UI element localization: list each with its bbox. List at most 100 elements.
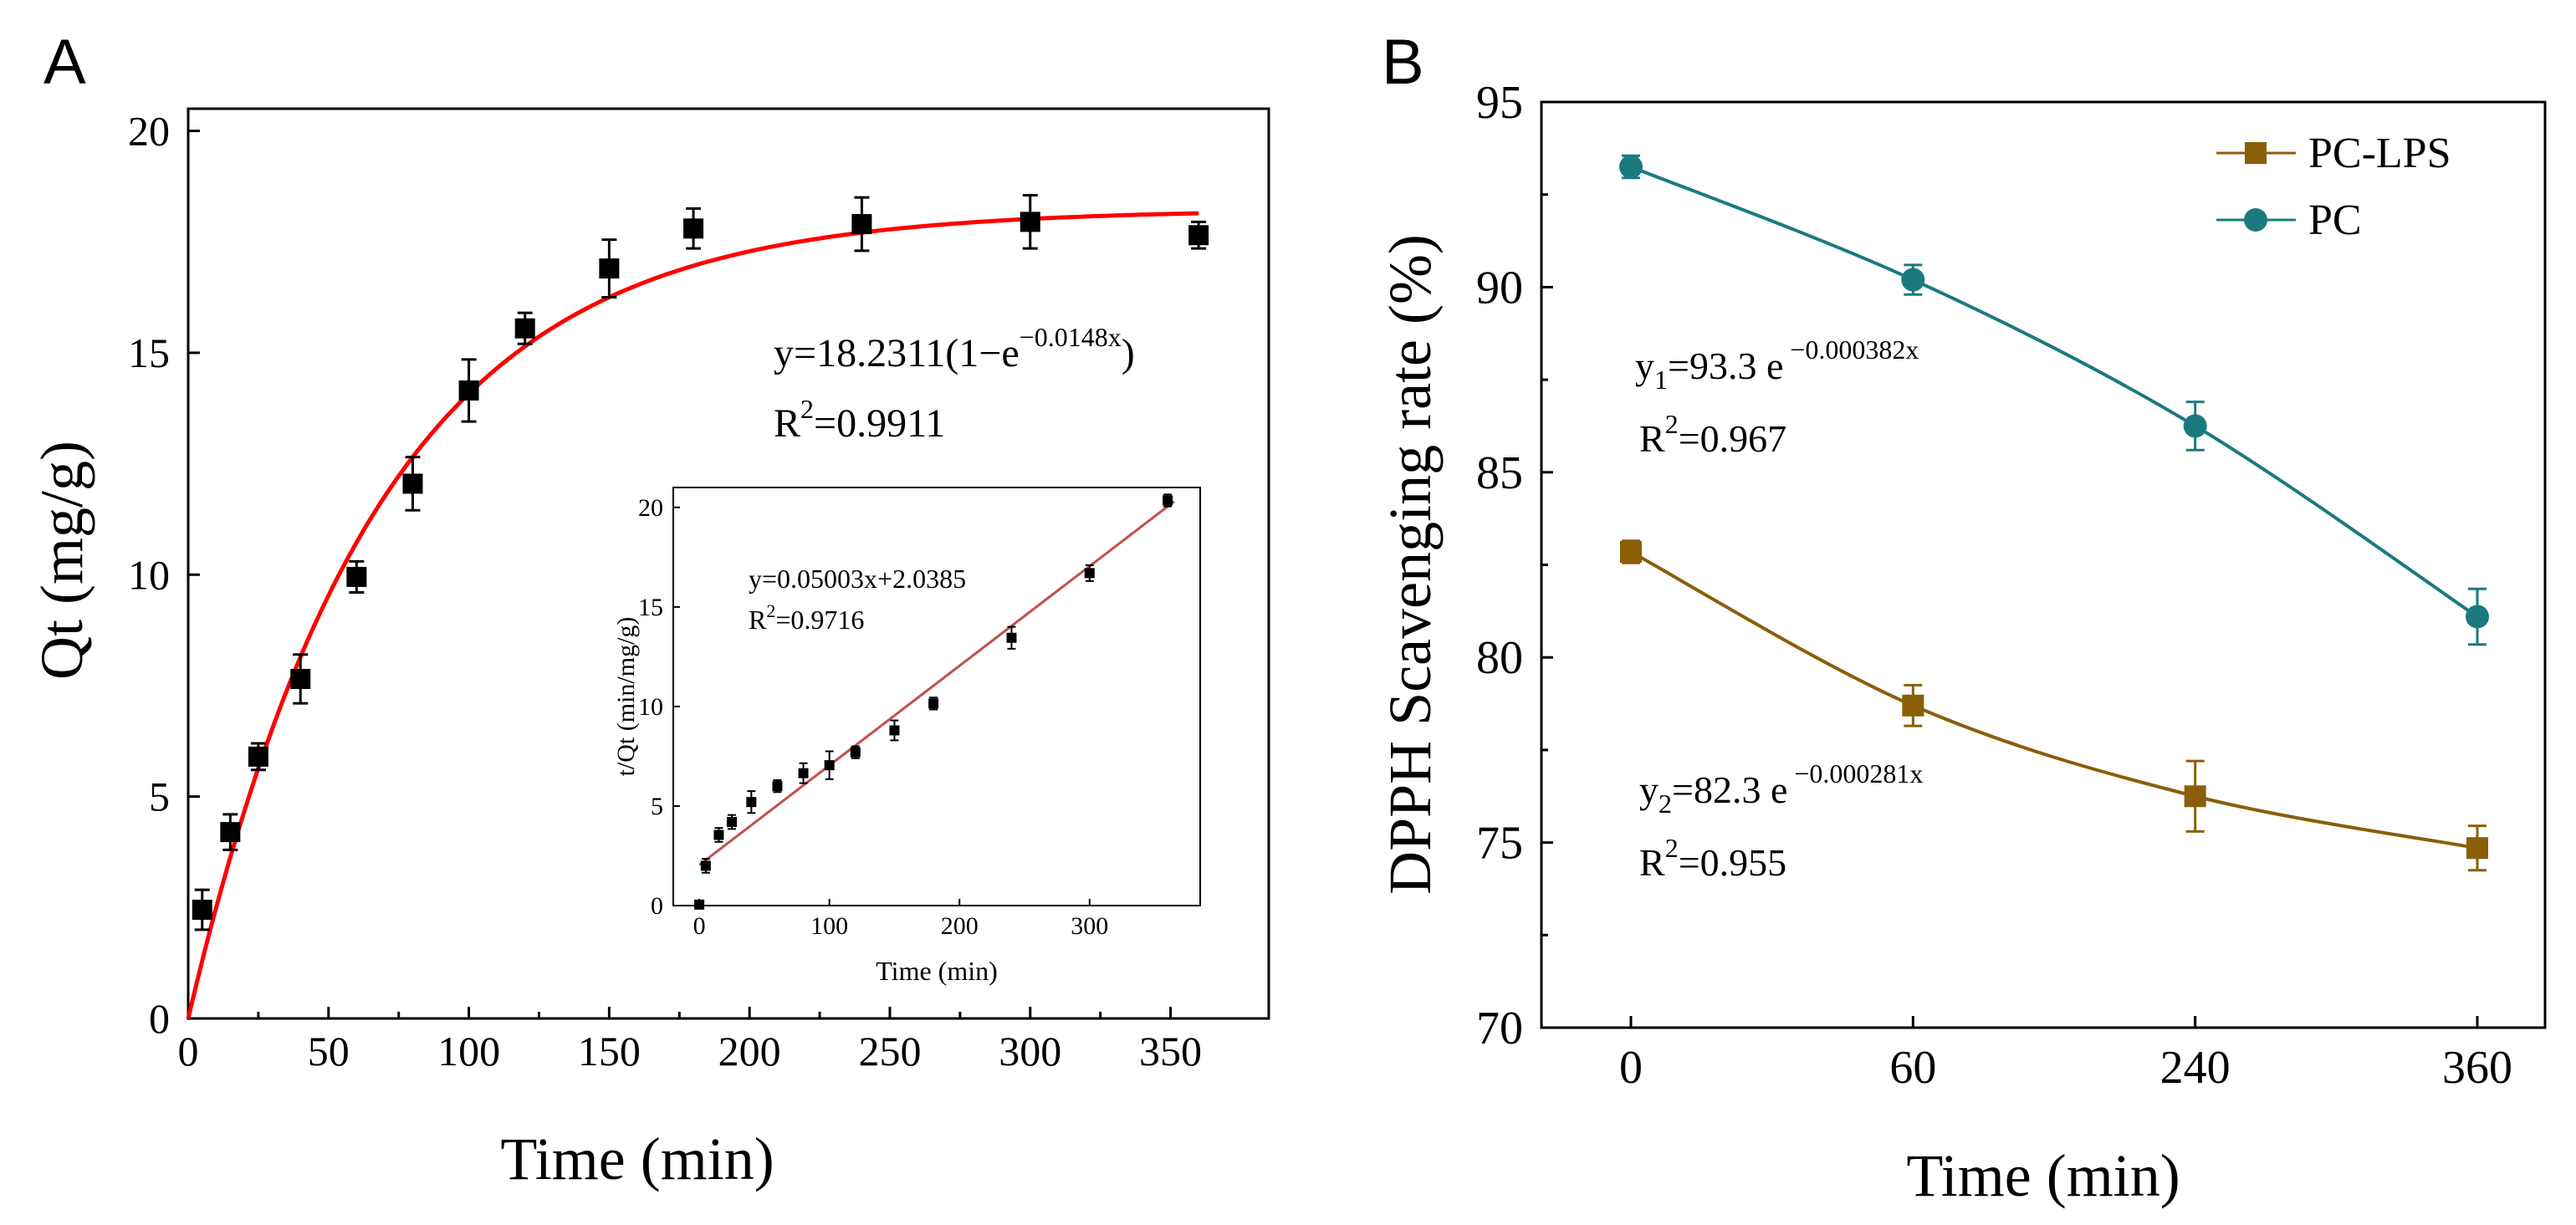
chart-b-frame — [1540, 100, 2547, 1029]
chart-a-equation: y=18.2311(1−e−0.0148x) — [774, 322, 1135, 375]
chart-a-point — [220, 822, 241, 843]
chart-a-xtick-label: 250 — [858, 1028, 921, 1074]
chart-a-point — [851, 213, 872, 234]
legend-label-pc: PC — [2308, 197, 2362, 244]
chart-a-xtick-label: 100 — [437, 1028, 500, 1074]
inset-point — [700, 860, 711, 871]
inset-r2: R2=0.9716 — [749, 600, 864, 635]
chart-b-line-pc-lps — [1630, 550, 2478, 850]
chart-b-ytick-label: 95 — [1476, 77, 1523, 129]
chart-a-equation-exponent: −0.0148x — [1020, 322, 1122, 352]
chart-b-r2-2: R2=0.955 — [1639, 833, 1786, 884]
chart-b-xtick-label: 240 — [2160, 1042, 2231, 1094]
chart-b-points — [1619, 154, 2489, 872]
chart-b-ylabel: DPPH Scavenging rate (%) — [1377, 234, 1444, 895]
chart-b-ticks: 0 60 240 360 70 75 80 85 90 95 — [1476, 77, 2512, 1094]
inset-point — [772, 781, 783, 792]
inset-ytick-label: 20 — [638, 494, 663, 522]
inset-xlabel: Time (min) — [876, 956, 998, 986]
chart-a-ytick-label: 5 — [149, 773, 170, 820]
chart-a-point — [192, 899, 212, 920]
chart-a-point — [402, 473, 423, 494]
chart-b-ytick-label: 90 — [1476, 262, 1523, 314]
chart-a-point — [346, 566, 367, 587]
inset-point — [1006, 632, 1017, 643]
chart-b-eq2: y2=82.3 e −0.000281x — [1639, 758, 1923, 819]
chart-b-xtick-label: 0 — [1619, 1042, 1643, 1094]
chart-a-ytick-label: 0 — [149, 995, 170, 1042]
chart-b-point-pc-lps — [1620, 541, 1642, 564]
chart-b-eq1: y1=93.3 e −0.000382x — [1635, 334, 1919, 395]
chart-a-point — [683, 218, 704, 239]
chart-a-point — [514, 318, 535, 339]
chart-a-point — [1020, 212, 1040, 232]
chart-a-ytick-label: 10 — [128, 551, 170, 598]
chart-b-point-pc-lps — [1902, 694, 1924, 717]
chart-a-points — [192, 193, 1209, 932]
inset-xtick-label: 200 — [941, 912, 979, 940]
inset-equation: y=0.05003x+2.0385 — [749, 564, 966, 594]
chart-a-xlabel: Time (min) — [500, 1125, 774, 1192]
chart-a-point — [458, 380, 479, 401]
chart-a-xtick-label: 200 — [718, 1028, 781, 1074]
chart-a-point — [290, 668, 311, 689]
inset-point — [824, 760, 835, 771]
inset-ytick-label: 0 — [651, 892, 663, 920]
chart-a-r2: R2=0.9911 — [774, 394, 945, 446]
inset-points — [694, 493, 1173, 910]
chart-a-equation-prefix: y=18.2311(1−e — [774, 331, 1020, 375]
inset-point — [746, 797, 757, 808]
legend-label-pc-lps: PC-LPS — [2308, 130, 2451, 177]
inset-xtick-label: 300 — [1071, 912, 1108, 940]
inset-xtick-label: 0 — [693, 912, 706, 940]
inset-ytick-label: 10 — [638, 693, 663, 721]
chart-b-point-pc-lps — [2466, 837, 2488, 860]
inset-ylabel: t/Qt (min/mg/g) — [612, 617, 640, 777]
inset-ticks: 0 100 200 300 0 5 10 15 20 — [638, 494, 1108, 940]
chart-a-ytick-label: 15 — [128, 329, 170, 376]
chart-b-point-pc — [1901, 268, 1925, 292]
inset-point — [798, 768, 809, 778]
chart-b-ytick-label: 70 — [1476, 1003, 1523, 1054]
inset-point — [727, 817, 737, 827]
chart-b-point-pc-lps — [2184, 785, 2206, 808]
chart-b-xtick-label: 60 — [1889, 1042, 1936, 1094]
inset-point — [889, 725, 900, 736]
chart-b: 0 60 240 360 70 75 80 85 90 95 Time (min) DPPH Sc… — [1377, 77, 2547, 1209]
chart-b-xlabel: Time (min) — [1906, 1142, 2180, 1209]
inset-point — [713, 829, 724, 840]
chart-a-equation-suffix: ) — [1122, 331, 1135, 375]
chart-a-point — [248, 746, 268, 767]
chart-b-line-pc — [1630, 165, 2479, 619]
chart-a-xtick-label: 150 — [578, 1028, 641, 1074]
legend-marker-pc-lps — [2245, 142, 2267, 164]
chart-a-point — [599, 258, 620, 279]
inset-point — [850, 747, 861, 758]
chart-a-inset: 0 100 200 300 0 5 10 15 20 Time (min) t/Qt (min/… — [612, 487, 1201, 986]
inset-point — [928, 698, 939, 709]
panel-letter-b: B — [1382, 27, 1424, 98]
panel-letter-a: A — [43, 27, 86, 98]
inset-point — [1084, 568, 1095, 579]
chart-b-ytick-label: 75 — [1476, 818, 1523, 870]
legend-marker-pc — [2244, 208, 2267, 232]
chart-b-legend: PC-LPS PC — [2216, 130, 2451, 244]
chart-a-xtick-label: 350 — [1139, 1028, 1202, 1074]
inset-point — [694, 899, 705, 910]
chart-a-xtick-label: 50 — [308, 1028, 350, 1074]
chart-a-xtick-label: 300 — [999, 1028, 1061, 1074]
chart-b-ytick-label: 80 — [1476, 632, 1523, 684]
inset-point — [1163, 495, 1173, 506]
chart-a-ylabel: Qt (mg/g) — [28, 441, 95, 680]
chart-b-point-pc — [1619, 155, 1643, 179]
inset-xtick-label: 100 — [810, 912, 848, 940]
inset-ytick-label: 15 — [638, 594, 663, 621]
chart-b-point-pc — [2466, 605, 2489, 629]
chart-b-ytick-label: 85 — [1476, 447, 1523, 499]
chart-a-point — [1188, 225, 1209, 246]
chart-a-ytick-label: 20 — [128, 108, 170, 155]
chart-b-xtick-label: 360 — [2442, 1042, 2512, 1094]
